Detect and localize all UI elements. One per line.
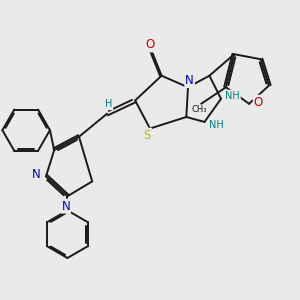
Text: O: O: [254, 96, 263, 109]
Text: S: S: [144, 129, 151, 142]
Text: NH: NH: [225, 91, 240, 100]
Text: N: N: [61, 200, 70, 213]
Text: O: O: [146, 38, 154, 52]
Text: N: N: [185, 74, 194, 87]
Text: N: N: [32, 168, 41, 181]
Text: CH₃: CH₃: [192, 105, 207, 114]
Text: H: H: [105, 99, 112, 110]
Text: NH: NH: [209, 120, 224, 130]
